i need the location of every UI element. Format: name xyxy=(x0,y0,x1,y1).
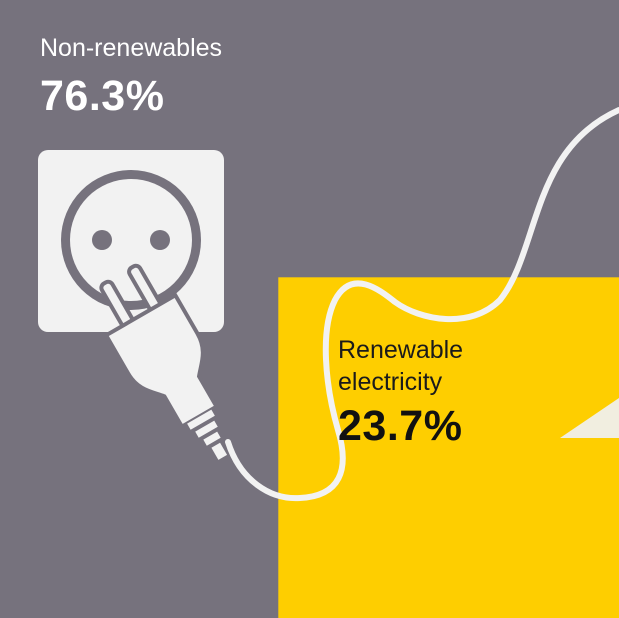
renewable-electricity-value: 23.7% xyxy=(338,402,463,450)
electric-plug-icon xyxy=(99,263,228,460)
non-renewables-label: Non-renewables xyxy=(40,34,223,62)
renewable-electricity-area xyxy=(278,277,619,618)
wall-socket-icon xyxy=(38,150,224,332)
power-cord xyxy=(225,107,619,502)
light-triangle-accent xyxy=(560,398,619,438)
renewable-electricity-label: Renewable electricity xyxy=(338,336,464,396)
non-renewables-value: 76.3% xyxy=(40,72,165,120)
